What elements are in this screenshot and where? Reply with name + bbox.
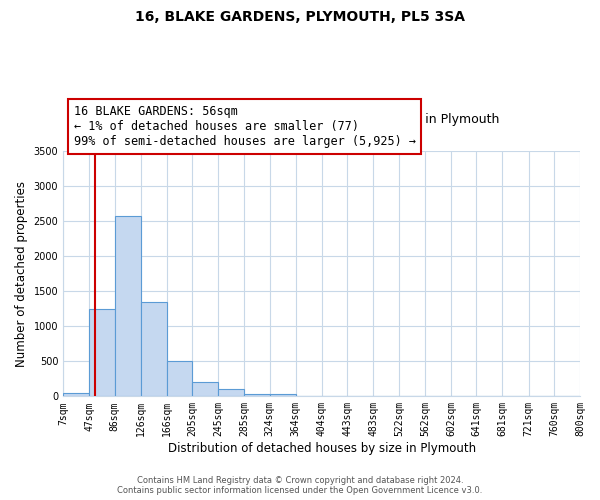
Text: 16 BLAKE GARDENS: 56sqm
← 1% of detached houses are smaller (77)
99% of semi-det: 16 BLAKE GARDENS: 56sqm ← 1% of detached… <box>74 106 416 148</box>
Bar <box>167 362 192 396</box>
Bar <box>244 394 270 396</box>
Y-axis label: Number of detached properties: Number of detached properties <box>15 180 28 366</box>
X-axis label: Distribution of detached houses by size in Plymouth: Distribution of detached houses by size … <box>167 442 476 455</box>
Text: Contains HM Land Registry data © Crown copyright and database right 2024.
Contai: Contains HM Land Registry data © Crown c… <box>118 476 482 495</box>
Bar <box>192 382 218 396</box>
Text: 16, BLAKE GARDENS, PLYMOUTH, PL5 3SA: 16, BLAKE GARDENS, PLYMOUTH, PL5 3SA <box>135 10 465 24</box>
Title: Size of property relative to detached houses in Plymouth: Size of property relative to detached ho… <box>143 113 500 126</box>
Bar <box>141 302 167 396</box>
Bar <box>270 394 296 396</box>
Bar <box>115 216 141 396</box>
Bar <box>63 393 89 396</box>
Bar <box>89 310 115 396</box>
Bar <box>218 390 244 396</box>
